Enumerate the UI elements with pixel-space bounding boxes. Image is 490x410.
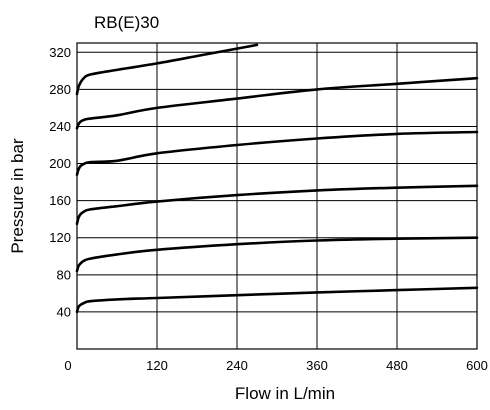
series-line-3 — [75, 184, 479, 226]
y-tick-label: 80 — [57, 267, 71, 282]
series-line-5 — [75, 76, 479, 130]
y-axis-label: Pressure in bar — [8, 138, 27, 254]
x-axis-label: Flow in L/min — [235, 384, 335, 403]
grid — [77, 43, 477, 349]
x-tick-label: 120 — [146, 358, 168, 373]
curves — [75, 43, 479, 314]
x-tick-label: 600 — [466, 358, 488, 373]
plot-frame — [76, 42, 478, 350]
y-tick-label: 160 — [49, 193, 71, 208]
x-tick-label: 0 — [64, 358, 71, 373]
y-tick-label: 240 — [49, 119, 71, 134]
series-line-1 — [75, 286, 479, 314]
series-line-4 — [75, 130, 479, 176]
y-tick-label: 120 — [49, 230, 71, 245]
x-tick-labels: 0 120 240 360 480 600 — [64, 358, 487, 373]
x-tick-label: 480 — [386, 358, 408, 373]
chart-title: RB(E)30 — [94, 13, 159, 32]
series-line-6 — [75, 43, 259, 96]
y-tick-label: 280 — [49, 82, 71, 97]
series-line-2 — [75, 236, 479, 273]
x-tick-label: 240 — [226, 358, 248, 373]
y-tick-label: 40 — [57, 304, 71, 319]
y-tick-label: 320 — [49, 45, 71, 60]
x-tick-label: 360 — [306, 358, 328, 373]
y-tick-label: 200 — [49, 156, 71, 171]
y-tick-labels: 40 80 120 160 200 240 280 320 — [49, 45, 71, 320]
